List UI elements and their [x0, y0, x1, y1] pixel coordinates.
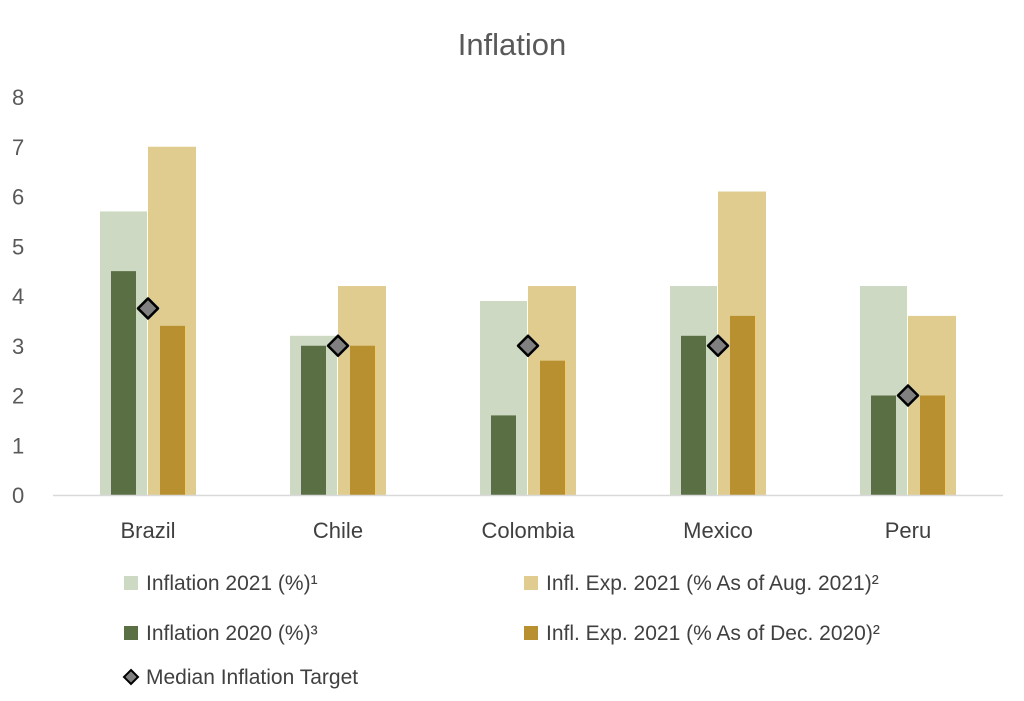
category-label: Peru	[885, 518, 931, 543]
bar	[920, 395, 945, 495]
bar	[301, 345, 326, 495]
category-label: Mexico	[683, 518, 753, 543]
bar	[350, 345, 375, 495]
category-label: Colombia	[482, 518, 576, 543]
y-tick-label: 5	[12, 234, 24, 259]
legend-label: Inflation 2021 (%)¹	[146, 572, 318, 595]
median-target-marker	[136, 297, 160, 320]
legend-diamond-icon	[122, 668, 140, 686]
chart-title: Inflation	[458, 27, 567, 62]
median-target-marker	[516, 334, 540, 357]
y-tick-label: 1	[12, 433, 24, 458]
y-tick-label: 2	[12, 384, 24, 409]
bar	[681, 335, 706, 495]
bar	[871, 395, 896, 495]
y-tick-label: 6	[12, 185, 24, 210]
legend-swatch	[524, 576, 538, 590]
median-target-marker	[326, 334, 350, 357]
legend-swatch	[524, 626, 538, 640]
median-target-marker	[896, 384, 920, 407]
legend-label: Infl. Exp. 2021 (% As of Dec. 2020)²	[546, 622, 880, 645]
y-tick-label: 3	[12, 334, 24, 359]
y-tick-label: 4	[12, 284, 24, 309]
y-tick-label: 7	[12, 135, 24, 160]
bar	[491, 415, 516, 495]
legend-label: Infl. Exp. 2021 (% As of Aug. 2021)²	[546, 572, 879, 595]
category-label: Brazil	[120, 518, 175, 543]
category-label: Chile	[313, 518, 363, 543]
legend-swatch	[124, 576, 138, 590]
bar	[540, 360, 565, 495]
y-tick-label: 0	[12, 483, 24, 508]
y-tick-label: 8	[12, 85, 24, 110]
median-target-marker	[706, 334, 730, 357]
bar	[111, 271, 136, 495]
legend-label: Inflation 2020 (%)³	[146, 622, 318, 645]
bar	[730, 315, 755, 495]
bar	[160, 325, 185, 495]
legend-swatch	[124, 626, 138, 640]
legend-label: Median Inflation Target	[146, 666, 358, 689]
